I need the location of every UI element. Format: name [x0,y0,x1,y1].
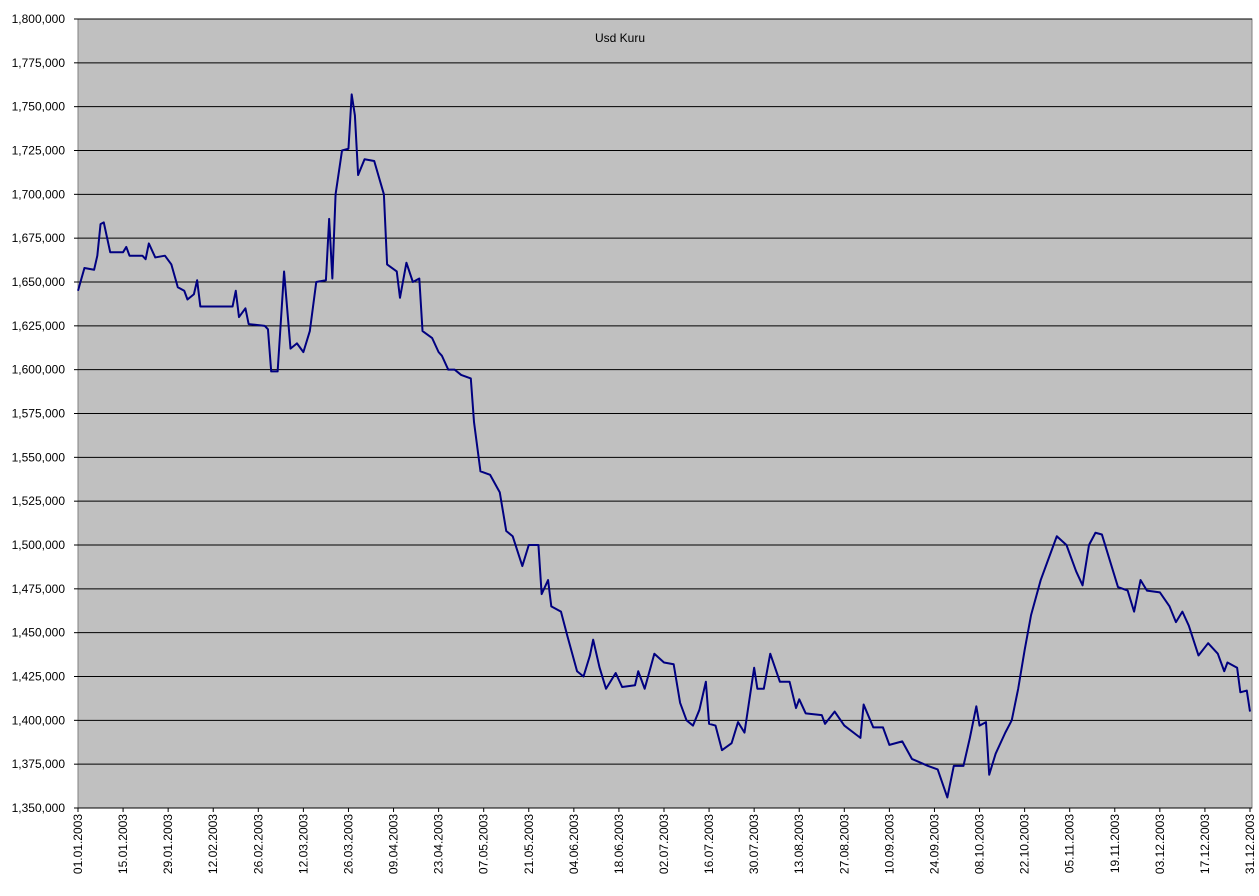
x-tick-label: 23.04.2003 [432,814,446,874]
x-tick-label: 19.11.2003 [1108,814,1122,873]
x-tick-label: 22.10.2003 [1018,814,1032,874]
x-tick-label: 29.01.2003 [161,814,175,874]
x-tick-label: 16.07.2003 [702,814,716,874]
x-tick-label: 30.07.2003 [747,814,761,874]
x-tick-label: 13.08.2003 [792,814,806,874]
y-tick-label: 1,475,000 [12,582,66,596]
x-tick-label: 31.12.2003 [1243,814,1257,874]
y-tick-label: 1,600,000 [12,363,66,377]
x-tick-label: 02.07.2003 [657,814,671,874]
x-tick-label: 17.12.2003 [1198,814,1212,874]
y-tick-label: 1,425,000 [12,670,66,684]
x-tick-label: 27.08.2003 [837,814,851,874]
y-tick-label: 1,800,000 [12,12,66,26]
y-tick-label: 1,700,000 [12,187,66,201]
x-tick-label: 04.06.2003 [567,814,581,874]
x-tick-label: 05.11.2003 [1063,814,1077,873]
x-tick-label: 07.05.2003 [477,814,491,874]
x-tick-label: 03.12.2003 [1153,814,1167,874]
y-tick-label: 1,400,000 [12,713,66,727]
chart-title: Usd Kuru [595,31,645,45]
y-tick-label: 1,675,000 [12,231,66,245]
y-tick-label: 1,775,000 [12,56,66,70]
x-tick-label: 08.10.2003 [973,814,987,874]
x-tick-label: 18.06.2003 [612,814,626,874]
x-tick-label: 21.05.2003 [522,814,536,874]
x-tick-label: 26.03.2003 [341,814,355,874]
x-tick-label: 26.02.2003 [251,814,265,874]
y-tick-label: 1,350,000 [12,801,66,815]
y-tick-label: 1,625,000 [12,319,66,333]
y-tick-label: 1,450,000 [12,626,66,640]
y-tick-label: 1,575,000 [12,407,66,421]
x-tick-label: 01.01.2003 [71,814,85,874]
x-tick-label: 12.02.2003 [206,814,220,874]
y-tick-label: 1,750,000 [12,100,66,114]
x-tick-label: 09.04.2003 [387,814,401,874]
x-tick-label: 24.09.2003 [927,814,941,874]
line [77,93,1251,799]
y-tick-label: 1,500,000 [12,538,66,552]
y-tick-label: 1,375,000 [12,757,66,771]
x-tick-label: 10.09.2003 [882,814,896,874]
y-tick-label: 1,725,000 [12,144,66,158]
y-tick-label: 1,550,000 [12,450,66,464]
x-tick-label: 12.03.2003 [296,814,310,874]
x-tick-label: 15.01.2003 [116,814,130,874]
y-tick-label: 1,525,000 [12,494,66,508]
y-tick-label: 1,650,000 [12,275,66,289]
